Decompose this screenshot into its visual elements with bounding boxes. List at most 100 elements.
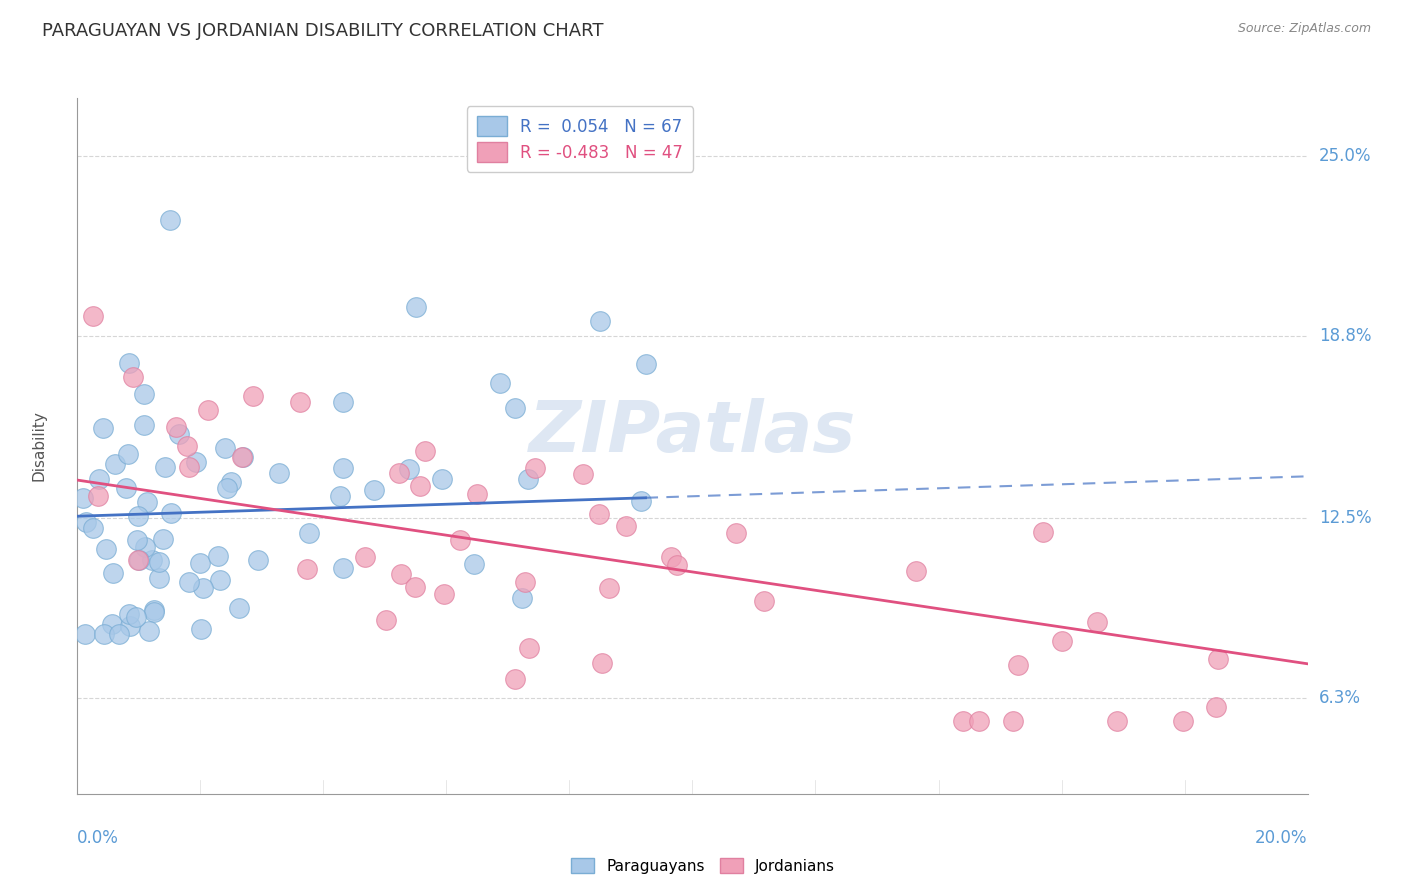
Point [589,314,612,328]
Point [598,581,620,595]
Point [388,466,411,480]
Point [432,472,454,486]
Point [104,457,127,471]
Point [165,420,187,434]
Point [1032,525,1054,540]
Point [332,561,354,575]
Point [524,460,547,475]
Point [87,489,110,503]
Point [505,673,527,687]
Point [176,439,198,453]
Point [242,389,264,403]
Point [1171,714,1194,729]
Point [177,574,200,589]
Point [82,309,104,323]
Point [208,574,231,588]
Point [108,627,131,641]
Text: ZIPatlas: ZIPatlas [529,398,856,467]
Point [665,558,688,573]
Point [375,613,398,627]
Point [616,518,638,533]
Point [572,467,595,482]
Point [513,575,536,590]
Point [1105,714,1128,729]
Text: 18.8%: 18.8% [1319,326,1371,345]
Point [404,580,426,594]
Point [588,507,610,521]
Point [184,455,207,469]
Point [125,533,148,547]
Point [659,550,682,565]
Point [167,426,190,441]
Point [246,553,269,567]
Point [1205,699,1227,714]
Point [127,553,149,567]
Point [148,571,170,585]
Point [489,376,512,390]
Point [152,533,174,547]
Point [73,627,96,641]
Point [91,421,114,435]
Point [219,475,242,489]
Point [433,587,456,601]
Point [132,417,155,432]
Point [409,479,432,493]
Point [117,447,139,461]
Point [114,481,136,495]
Point [516,473,538,487]
Point [207,549,229,564]
Point [148,555,170,569]
Text: Source: ZipAtlas.com: Source: ZipAtlas.com [1237,22,1371,36]
Point [125,610,148,624]
Point [510,591,533,605]
Point [389,567,412,582]
Point [159,213,181,227]
Point [121,369,143,384]
Point [177,459,200,474]
Point [231,450,253,464]
Point [463,558,485,572]
Point [214,442,236,456]
Text: Disability: Disability [31,410,46,482]
Point [1002,714,1025,729]
Point [332,395,354,409]
Point [143,603,166,617]
Point [363,483,385,497]
Point [120,619,142,633]
Point [290,395,312,409]
Point [952,714,974,729]
Point [1085,615,1108,630]
Point [93,627,115,641]
Point [136,495,159,509]
Point [752,594,775,608]
Point [89,472,111,486]
Point [193,581,215,595]
Point [132,387,155,401]
Point [449,533,471,547]
Point [127,508,149,523]
Point [905,564,928,578]
Point [117,607,139,621]
Point [329,489,352,503]
Point [634,357,657,371]
Point [332,460,354,475]
Point [517,640,540,655]
Point [630,493,652,508]
Point [232,450,254,464]
Point [96,541,118,556]
Point [228,601,250,615]
Text: 20.0%: 20.0% [1256,829,1308,847]
Legend: Paraguayans, Jordanians: Paraguayans, Jordanians [565,852,841,880]
Point [405,300,427,314]
Point [101,616,124,631]
Point [188,556,211,570]
Point [295,562,318,576]
Text: PARAGUAYAN VS JORDANIAN DISABILITY CORRELATION CHART: PARAGUAYAN VS JORDANIAN DISABILITY CORRE… [42,22,603,40]
Point [465,487,488,501]
Point [141,553,163,567]
Point [413,443,436,458]
Point [82,521,104,535]
Point [591,657,613,671]
Legend: R =  0.054   N = 67, R = -0.483   N = 47: R = 0.054 N = 67, R = -0.483 N = 47 [467,106,693,171]
Point [190,623,212,637]
